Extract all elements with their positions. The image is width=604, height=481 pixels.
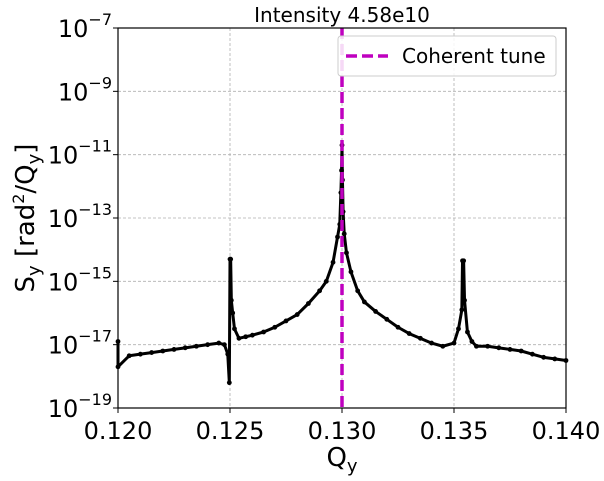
x-axis: 0.120 0.125 0.130 0.135 0.140	[84, 408, 601, 445]
y-axis-label-open: [rad	[11, 204, 41, 266]
data-point-21	[250, 332, 255, 338]
data-point-43	[384, 316, 390, 322]
data-point-40	[355, 288, 361, 294]
data-point-61	[518, 348, 524, 354]
data-point-24	[283, 318, 289, 324]
data-point-47	[429, 340, 434, 346]
y-tick-label-1: 10−17	[48, 327, 112, 360]
x-tick-label-0: 0.120	[84, 417, 153, 445]
data-point-56	[469, 339, 475, 344]
data-point-44	[395, 324, 401, 330]
y-tick-label-5: 10−9	[58, 73, 112, 106]
data-point-9	[205, 342, 211, 348]
data-point-58	[485, 343, 490, 349]
data-point-5	[160, 348, 166, 354]
data-point-23	[272, 324, 278, 330]
data-point-11	[222, 342, 227, 348]
y-axis-label: Sy [rad2/Qy]	[9, 144, 45, 293]
data-point-33	[339, 168, 344, 173]
data-point-51	[459, 307, 465, 313]
data-point-16	[228, 297, 234, 303]
data-point-55	[465, 329, 470, 335]
data-point-45	[406, 331, 412, 336]
data-point-60	[507, 347, 513, 352]
y-tick-label-3: 10−13	[48, 200, 112, 233]
data-point-59	[496, 345, 502, 351]
x-tick-label-4: 0.140	[532, 417, 601, 445]
data-point-7	[182, 345, 188, 351]
data-point-54	[462, 297, 467, 303]
x-axis-label: Qy	[326, 443, 357, 477]
x-tick-label-2: 0.130	[308, 417, 377, 445]
data-point-62	[530, 351, 535, 357]
y-axis-label-s-sub: y	[24, 265, 45, 276]
data-point-17	[230, 310, 236, 316]
legend-label: Coherent tune	[402, 44, 546, 68]
data-point-2	[126, 353, 132, 359]
y-tick-label-6: 10−7	[58, 10, 112, 43]
data-point-39	[348, 269, 354, 275]
x-tick-label-3: 0.135	[420, 417, 489, 445]
data-point-15	[228, 256, 234, 262]
data-point-10	[216, 340, 222, 346]
data-point-8	[194, 343, 199, 349]
data-point-13	[226, 380, 232, 386]
chart-title: Intensity 4.58e10	[254, 3, 430, 27]
data-point-3	[138, 351, 143, 357]
data-point-50	[456, 326, 461, 332]
data-point-57	[474, 343, 479, 349]
y-axis-label-slash: /Q	[11, 164, 41, 193]
data-point-41	[362, 299, 367, 305]
x-tick-label-1: 0.125	[196, 417, 265, 445]
data-point-42	[373, 309, 378, 314]
data-point-30	[335, 234, 340, 240]
y-axis: 10−19 10−17 10−15 10−13 10−11 10−9 10−7	[48, 10, 118, 423]
data-point-22	[261, 329, 266, 335]
data-point-27	[317, 288, 322, 294]
y-axis-label-sup: 2	[9, 194, 28, 204]
data-point-49	[451, 340, 457, 346]
data-point-20	[243, 334, 249, 340]
data-point-46	[418, 335, 423, 341]
data-point-28	[323, 278, 329, 284]
data-point-48	[440, 343, 446, 349]
y-axis-label-q-sub: y	[24, 153, 45, 164]
data-point-38	[344, 250, 349, 256]
y-tick-label-0: 10−19	[48, 390, 112, 423]
data-point-12	[225, 351, 231, 357]
data-point-26	[306, 301, 311, 306]
data-point-63	[541, 354, 546, 360]
data-point-53	[461, 258, 467, 264]
legend: Coherent tune	[337, 35, 557, 77]
data-point-6	[171, 347, 177, 352]
y-axis-label-close: ]	[11, 144, 41, 154]
x-axis-label-main: Q	[326, 443, 346, 473]
y-axis-label-s: S	[11, 276, 41, 293]
data-point-37	[341, 231, 347, 237]
data-point-18	[232, 326, 237, 332]
y-tick-label-2: 10−15	[48, 263, 112, 296]
data-point-64	[552, 356, 558, 362]
data-point-4	[149, 350, 155, 355]
x-axis-label-sub: y	[347, 456, 358, 477]
data-point-29	[330, 259, 336, 265]
legend-box	[337, 35, 557, 77]
data-point-19	[236, 335, 242, 341]
y-tick-label-4: 10−11	[48, 137, 112, 170]
data-point-25	[294, 312, 300, 317]
